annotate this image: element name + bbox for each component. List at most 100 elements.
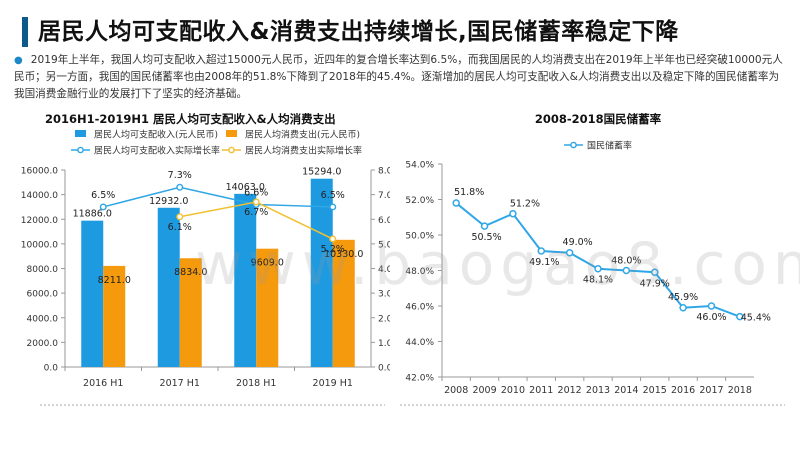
bar-data-label: 12932.0 bbox=[149, 196, 188, 207]
left-y-tick-label: 12000.0 bbox=[21, 216, 58, 226]
left-y-tick-label: 4000.0 bbox=[27, 314, 59, 324]
left-y-tick-label: 8000.0 bbox=[27, 265, 59, 275]
chart-title: 2016H1-2019H1 居民人均可支配收入&人均消费支出 bbox=[45, 112, 336, 126]
x-tick-label: 2019 H1 bbox=[313, 378, 353, 389]
bar-data-label: 14063.0 bbox=[226, 182, 265, 193]
series-point bbox=[99, 203, 107, 211]
left-y-tick-label: 2000.0 bbox=[27, 339, 59, 349]
x-tick-label: 2016 H1 bbox=[83, 378, 123, 389]
series-point bbox=[650, 268, 659, 277]
y-tick-label: 52.0% bbox=[405, 196, 434, 206]
x-tick-label: 2010 bbox=[501, 385, 525, 396]
right-y-tick-label: 7.0% bbox=[378, 191, 390, 201]
line-data-label: 46.0% bbox=[696, 312, 726, 323]
y-tick-label: 42.0% bbox=[405, 374, 434, 384]
series-point bbox=[736, 312, 744, 321]
legend-marker bbox=[228, 146, 235, 154]
title-accent-bar bbox=[22, 17, 28, 47]
x-tick-label: 2017 bbox=[699, 385, 723, 396]
x-tick-label: 2016 bbox=[671, 385, 695, 396]
right-y-tick-label: 3.0% bbox=[378, 290, 390, 300]
slide-title: 居民人均可支配收入&消费支出持续增长,国民储蓄率稳定下降 bbox=[38, 19, 679, 45]
bar-data-label: 10330.0 bbox=[324, 249, 363, 260]
legend-swatch bbox=[226, 130, 237, 137]
legend-label: 居民人均可支配收入(元人民币) bbox=[94, 129, 218, 141]
left-y-tick-label: 6000.0 bbox=[27, 290, 59, 300]
bar-data-label: 15294.0 bbox=[302, 167, 341, 178]
bar bbox=[234, 193, 257, 367]
line-data-label: 48.1% bbox=[583, 275, 613, 286]
line-data-label: 49.0% bbox=[563, 237, 593, 248]
line-data-label: 47.9% bbox=[640, 278, 670, 289]
line-data-label: 50.5% bbox=[471, 232, 501, 243]
watermark-text: www.baogao8.com bbox=[195, 230, 800, 298]
bar bbox=[256, 248, 279, 367]
right-y-tick-label: 8.0% bbox=[378, 167, 390, 177]
y-tick-label: 50.0% bbox=[405, 232, 434, 242]
x-tick-label: 2013 bbox=[586, 385, 610, 396]
income-spending-chart: 2016H1-2019H1 居民人均可支配收入&人均消费支出居民人均可支配收入(… bbox=[21, 112, 390, 406]
line-data-label: 6.5% bbox=[321, 190, 345, 201]
chart-title: 2008-2018国民储蓄率 bbox=[535, 112, 662, 126]
x-tick-label: 2018 bbox=[728, 385, 752, 396]
bar bbox=[81, 220, 104, 367]
series-point bbox=[707, 302, 716, 310]
x-tick-label: 2014 bbox=[614, 385, 638, 396]
right-y-tick-label: 4.0% bbox=[378, 265, 390, 275]
bar bbox=[157, 207, 180, 367]
bar bbox=[332, 239, 355, 367]
legend-label: 国民储蓄率 bbox=[587, 140, 632, 152]
y-tick-label: 46.0% bbox=[405, 303, 434, 313]
bar-data-label: 11886.0 bbox=[73, 209, 112, 220]
right-y-tick-label: 0.0% bbox=[378, 364, 390, 374]
bar-data-label: 8834.0 bbox=[174, 267, 207, 278]
series-point bbox=[622, 266, 631, 275]
line-data-label: 48.0% bbox=[611, 256, 641, 267]
bar bbox=[310, 178, 333, 367]
line-data-label: 6.5% bbox=[91, 190, 115, 201]
series-point bbox=[509, 209, 517, 218]
bar-data-label: 9609.0 bbox=[251, 258, 284, 269]
series-point bbox=[679, 304, 687, 312]
line-data-label: 6.1% bbox=[168, 222, 192, 233]
series-line bbox=[103, 186, 333, 208]
left-y-tick-label: 0.0 bbox=[44, 364, 59, 374]
left-y-tick-label: 16000.0 bbox=[21, 167, 58, 177]
line-data-label: 7.3% bbox=[168, 170, 192, 181]
series-point bbox=[176, 183, 184, 191]
x-tick-label: 2018 H1 bbox=[236, 378, 276, 389]
series-point bbox=[452, 199, 460, 207]
line-data-label: 5.2% bbox=[321, 244, 345, 255]
bar bbox=[179, 258, 202, 367]
y-tick-label: 54.0% bbox=[405, 161, 434, 171]
series-point bbox=[329, 235, 337, 243]
series-point bbox=[480, 222, 489, 230]
series-point bbox=[176, 213, 184, 221]
x-tick-label: 2008 bbox=[444, 385, 468, 396]
y-tick-label: 44.0% bbox=[405, 338, 434, 348]
right-y-tick-label: 1.0% bbox=[378, 339, 390, 349]
legend-swatch bbox=[75, 130, 86, 137]
legend-label: 居民人均消费支出(元人民币) bbox=[245, 129, 360, 141]
legend-label: 居民人均可支配收入实际增长率 bbox=[94, 145, 220, 157]
line-data-label: 51.2% bbox=[510, 199, 540, 210]
right-y-tick-label: 2.0% bbox=[378, 314, 390, 324]
legend-marker bbox=[77, 146, 84, 154]
x-tick-label: 2012 bbox=[558, 385, 582, 396]
series-point bbox=[329, 203, 337, 211]
summary-paragraph: ● 2019年上半年，我国人均可支配收入超过15000元人民币，近四年的复合增长率… bbox=[14, 52, 784, 103]
bar bbox=[103, 265, 126, 367]
line-data-label: 6.6% bbox=[244, 187, 268, 198]
x-tick-label: 2011 bbox=[529, 385, 553, 396]
x-tick-label: 2015 bbox=[643, 385, 667, 396]
x-tick-label: 2009 bbox=[472, 385, 496, 396]
y-tick-label: 48.0% bbox=[405, 267, 434, 277]
line-data-label: 6.7% bbox=[244, 207, 268, 218]
right-y-tick-label: 6.0% bbox=[378, 216, 390, 226]
series-point bbox=[252, 198, 260, 206]
right-y-tick-label: 5.0% bbox=[378, 240, 390, 250]
line-data-label: 45.4% bbox=[741, 313, 771, 324]
bar-data-label: 8211.0 bbox=[98, 275, 131, 286]
summary-text: 2019年上半年，我国人均可支配收入超过15000元人民币，近四年的复合增长率达… bbox=[14, 54, 783, 100]
